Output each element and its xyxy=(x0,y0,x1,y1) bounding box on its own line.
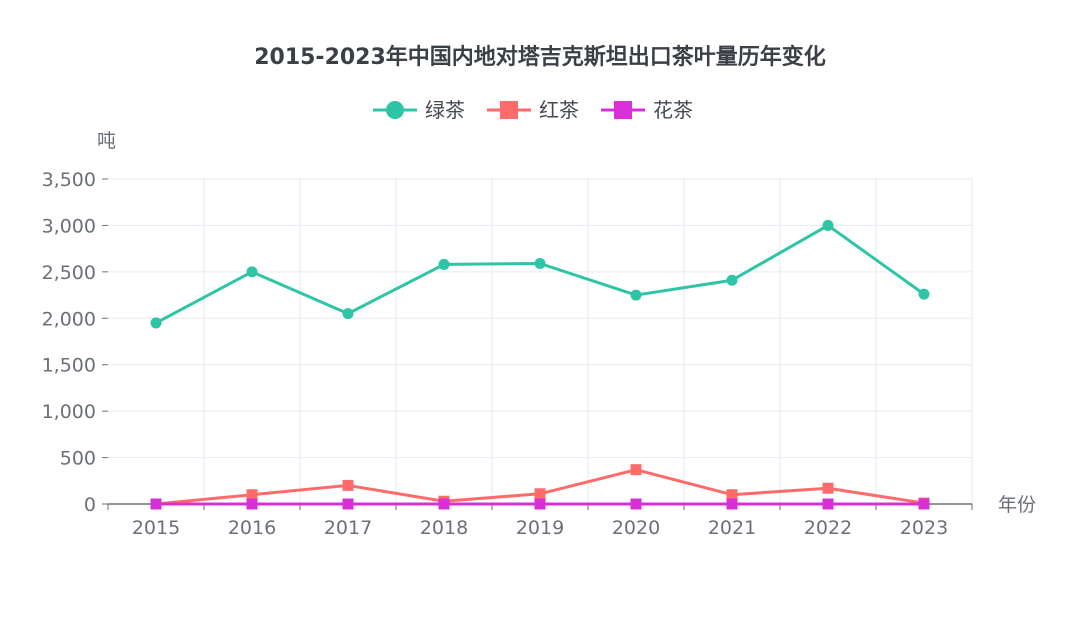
x-tick-label: 2021 xyxy=(708,517,756,539)
data-point[interactable] xyxy=(630,498,642,510)
grid xyxy=(108,178,973,504)
data-point[interactable] xyxy=(918,498,930,510)
legend-marker xyxy=(500,101,518,119)
data-point[interactable] xyxy=(438,498,450,510)
x-tick-label: 2022 xyxy=(804,517,852,539)
legend-item[interactable]: 红茶 xyxy=(487,98,579,122)
y-axis-label: 吨 xyxy=(97,130,116,152)
y-tick-label: 500 xyxy=(60,448,96,470)
data-point[interactable] xyxy=(246,489,258,501)
data-point[interactable] xyxy=(534,258,546,269)
data-point[interactable] xyxy=(822,482,834,494)
y-tick-label: 3,000 xyxy=(42,215,96,237)
data-point[interactable] xyxy=(246,498,258,510)
data-point[interactable] xyxy=(150,498,162,510)
legend-item[interactable]: 花茶 xyxy=(601,98,693,122)
data-point[interactable] xyxy=(342,498,354,510)
data-point[interactable] xyxy=(726,274,738,286)
y-tick-label: 1,500 xyxy=(42,355,96,377)
y-tick-label: 0 xyxy=(84,494,96,516)
legend-marker xyxy=(386,101,404,119)
series-line xyxy=(155,223,925,325)
data-point[interactable] xyxy=(822,219,834,231)
data-point[interactable] xyxy=(534,498,546,510)
data-point[interactable] xyxy=(342,308,354,320)
x-tick-label: 2023 xyxy=(900,517,948,539)
data-point[interactable] xyxy=(726,498,738,510)
legend-label: 红茶 xyxy=(539,98,579,122)
legend-label: 绿茶 xyxy=(425,98,465,122)
x-tick-label: 2019 xyxy=(516,517,564,539)
y-tick-label: 2,000 xyxy=(42,308,96,330)
data-point[interactable] xyxy=(342,479,354,491)
x-tick-label: 2016 xyxy=(228,517,276,539)
y-tick-label: 2,500 xyxy=(42,262,96,284)
x-axis-label: 年份 xyxy=(998,494,1036,516)
x-tick-label: 2015 xyxy=(132,517,180,539)
series-3 xyxy=(150,498,930,510)
chart-title: 2015-2023年中国内地对塔吉克斯坦出口茶叶量历年变化 xyxy=(254,44,826,70)
legend-label: 花茶 xyxy=(653,98,693,122)
data-point[interactable] xyxy=(246,266,258,278)
x-tick-label: 2017 xyxy=(324,517,372,539)
y-tick-label: 1,000 xyxy=(42,401,96,423)
y-tick-label: 3,500 xyxy=(42,169,96,191)
series-layer xyxy=(150,219,930,510)
data-point[interactable] xyxy=(534,488,546,500)
data-point[interactable] xyxy=(822,498,834,510)
data-point[interactable] xyxy=(918,288,930,300)
data-point[interactable] xyxy=(726,489,738,501)
legend-item[interactable]: 绿茶 xyxy=(373,98,465,122)
data-point[interactable] xyxy=(630,289,642,301)
data-point[interactable] xyxy=(150,317,162,329)
legend-marker xyxy=(614,101,632,119)
data-point[interactable] xyxy=(438,258,450,270)
data-point[interactable] xyxy=(630,464,642,476)
x-tick-label: 2018 xyxy=(420,517,468,539)
x-tick-label: 2020 xyxy=(612,517,660,539)
legend: 绿茶 红茶 花茶 xyxy=(373,98,693,122)
series-1 xyxy=(150,219,930,329)
